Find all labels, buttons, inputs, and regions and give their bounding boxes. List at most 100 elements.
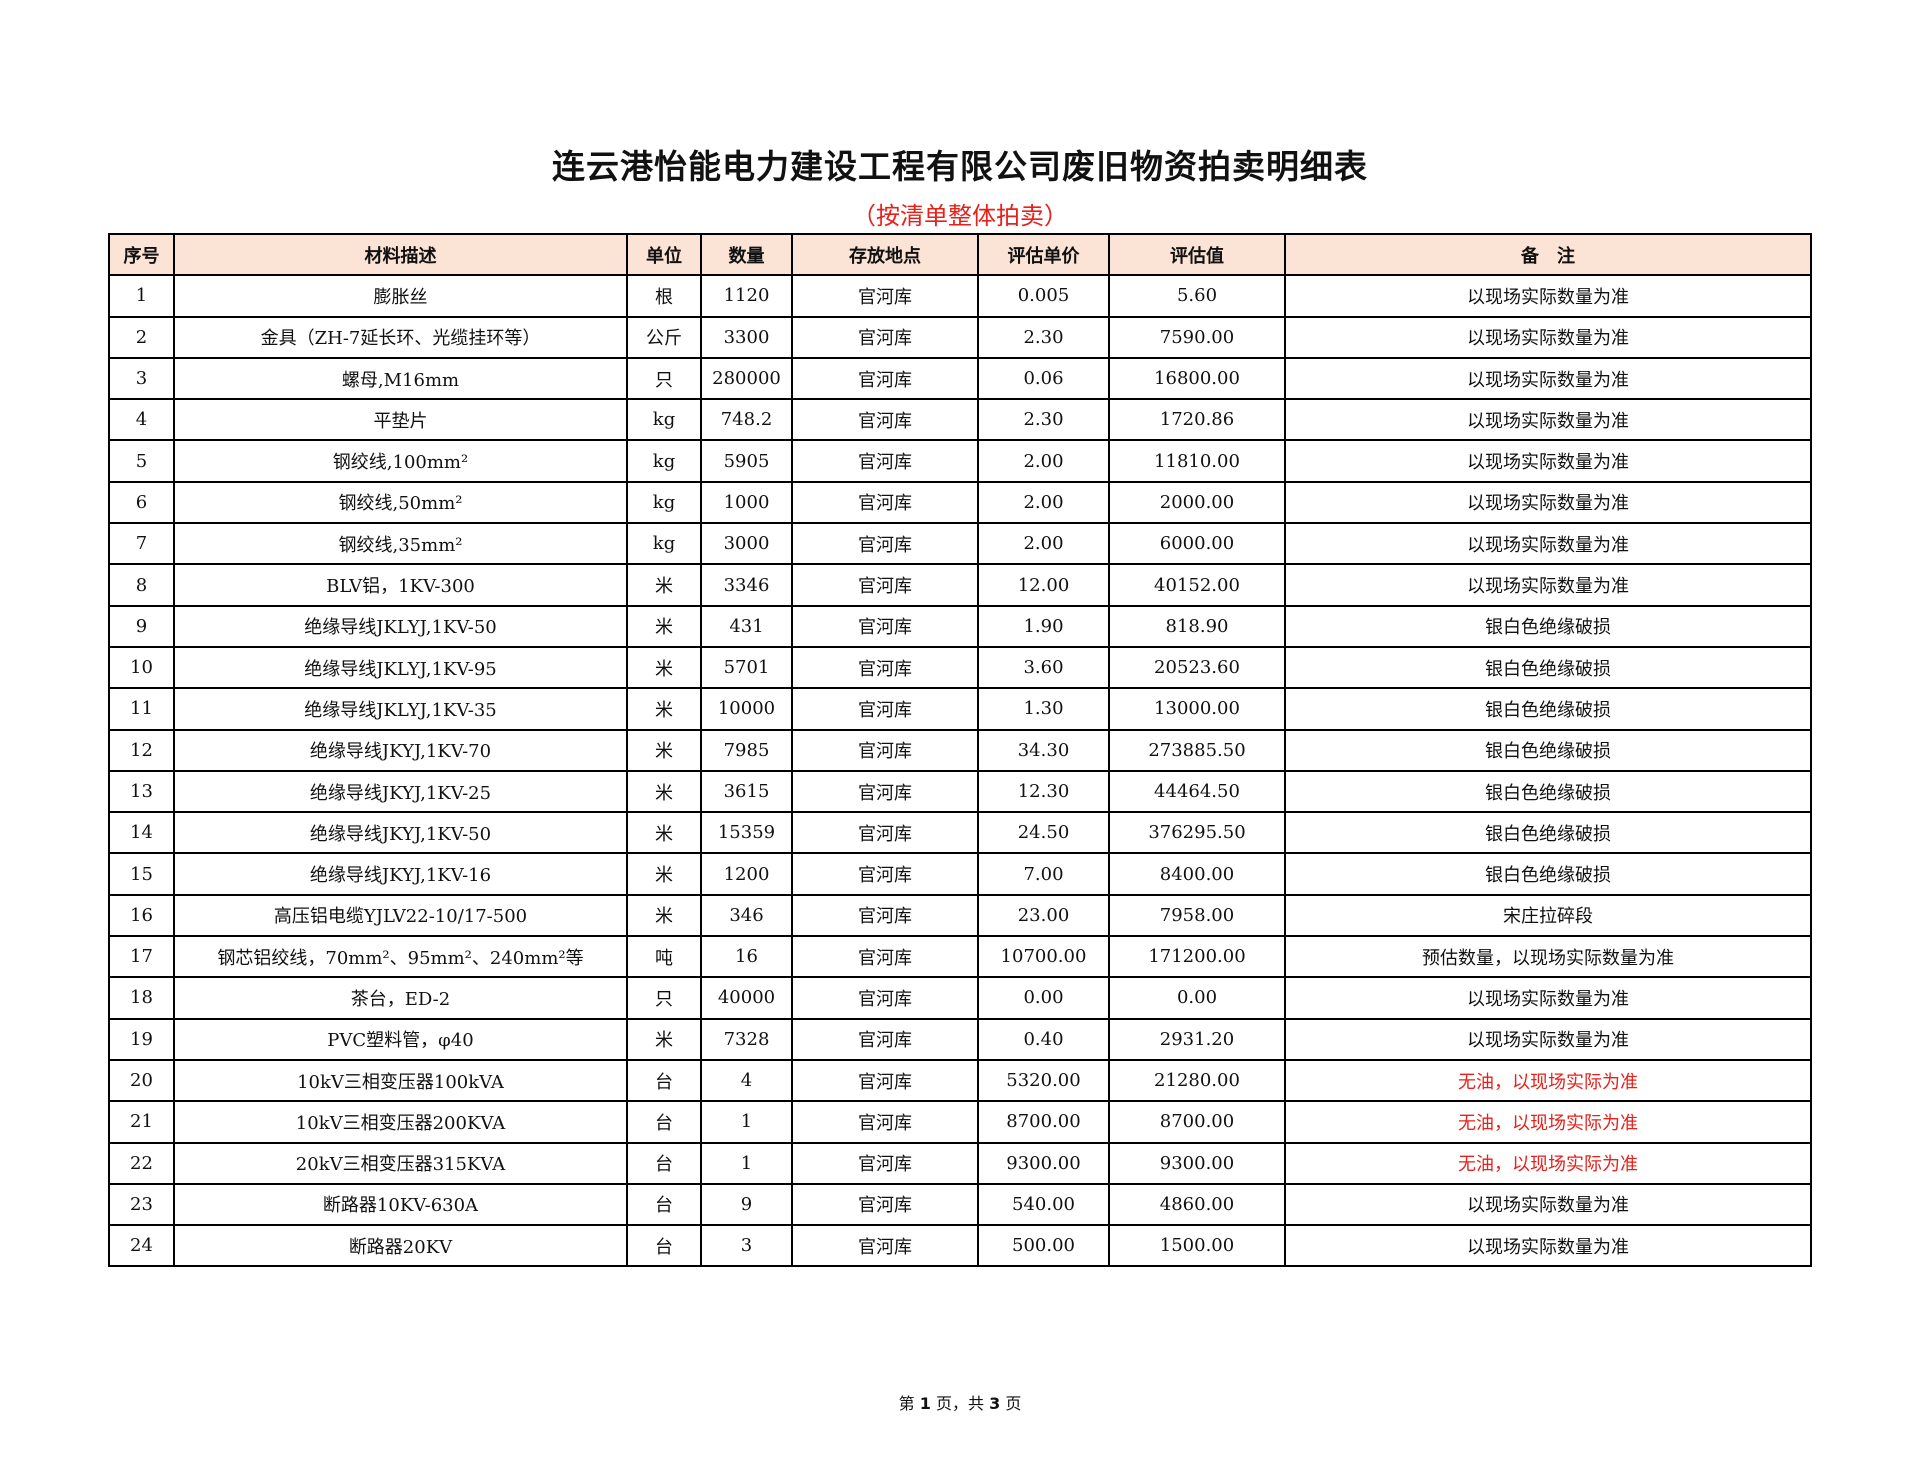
cell-remarks: 银白色绝缘破损 [1284, 852, 1812, 896]
cell-remarks: 以现场实际数量为准 [1284, 315, 1812, 359]
cell-description: 绝缘导线JKLYJ,1KV-50 [173, 604, 628, 648]
cell-index: 3 [108, 356, 175, 401]
col-header-unit-price: 评估单价 [977, 232, 1110, 277]
cell-location: 官河库 [791, 439, 979, 483]
cell-remarks: 无油，以现场实际为准 [1284, 1100, 1812, 1144]
cell-index: 17 [108, 935, 175, 979]
cell-unit: 只 [626, 356, 702, 401]
cell-unit: 公斤 [626, 315, 702, 359]
cell-quantity: 431 [700, 604, 793, 648]
cell-location: 官河库 [791, 315, 979, 359]
cell-location: 官河库 [791, 687, 979, 731]
cell-description: 10kV三相变压器100kVA [173, 1058, 628, 1103]
cell-index: 24 [108, 1224, 175, 1268]
cell-unit-price: 24.50 [977, 811, 1110, 855]
cell-index: 16 [108, 893, 175, 938]
cell-quantity: 1000 [700, 480, 793, 525]
cell-unit: 米 [626, 811, 702, 855]
page-title: 连云港怡能电力建设工程有限公司废旧物资拍卖明细表 [552, 147, 1368, 186]
cell-index: 11 [108, 687, 175, 731]
table-row: 22 20kV三相变压器315KVA 台 1 官河库 9300.00 9300.00 无油，以… [108, 1141, 1812, 1185]
cell-unit-price: 2.30 [977, 398, 1110, 442]
cell-remarks: 银白色绝缘破损 [1284, 645, 1812, 690]
cell-description: 膨胀丝 [173, 274, 628, 318]
cell-value: 171200.00 [1108, 935, 1286, 979]
cell-quantity: 3300 [700, 315, 793, 359]
cell-location: 官河库 [791, 645, 979, 690]
page-subtitle: （按清单整体拍卖） [852, 202, 1068, 230]
cell-quantity: 15359 [700, 811, 793, 855]
cell-unit: 米 [626, 687, 702, 731]
col-header-remarks: 备 注 [1284, 232, 1812, 277]
cell-unit-price: 10700.00 [977, 935, 1110, 979]
cell-quantity: 1 [700, 1141, 793, 1185]
cell-remarks: 无油，以现场实际为准 [1284, 1141, 1812, 1185]
cell-index: 20 [108, 1058, 175, 1103]
cell-value: 11810.00 [1108, 439, 1286, 483]
cell-value: 44464.50 [1108, 769, 1286, 814]
cell-index: 19 [108, 1017, 175, 1061]
cell-description: 高压铝电缆YJLV22-10/17-500 [173, 893, 628, 938]
table-row: 6 钢绞线,50mm² kg 1000 官河库 2.00 2000.00 以现场实际数量为准 [108, 480, 1812, 525]
table-row: 23 断路器10KV-630A 台 9 官河库 540.00 4860.00 以现场实际数量为… [108, 1182, 1812, 1227]
cell-index: 5 [108, 439, 175, 483]
cell-value: 1720.86 [1108, 398, 1286, 442]
cell-unit-price: 0.005 [977, 274, 1110, 318]
cell-unit: 吨 [626, 935, 702, 979]
cell-index: 14 [108, 811, 175, 855]
cell-value: 6000.00 [1108, 522, 1286, 566]
cell-quantity: 1 [700, 1100, 793, 1144]
cell-index: 4 [108, 398, 175, 442]
cell-value: 0.00 [1108, 976, 1286, 1020]
cell-location: 官河库 [791, 935, 979, 979]
cell-location: 官河库 [791, 1182, 979, 1227]
table-row: 3 螺母,M16mm 只 280000 官河库 0.06 16800.00 以现场实际数量为准 [108, 356, 1812, 401]
cell-value: 20523.60 [1108, 645, 1286, 690]
cell-location: 官河库 [791, 356, 979, 401]
cell-unit: 台 [626, 1058, 702, 1103]
cell-remarks: 以现场实际数量为准 [1284, 1182, 1812, 1227]
cell-value: 273885.50 [1108, 728, 1286, 772]
cell-value: 4860.00 [1108, 1182, 1286, 1227]
table-row: 4 平垫片 kg 748.2 官河库 2.30 1720.86 以现场实际数量为准 [108, 398, 1812, 442]
cell-unit: kg [626, 480, 702, 525]
cell-location: 官河库 [791, 1141, 979, 1185]
cell-unit: 米 [626, 604, 702, 648]
cell-location: 官河库 [791, 728, 979, 772]
cell-index: 23 [108, 1182, 175, 1227]
cell-unit: 米 [626, 645, 702, 690]
cell-location: 官河库 [791, 769, 979, 814]
col-header-value: 评估值 [1108, 232, 1286, 277]
cell-unit: kg [626, 439, 702, 483]
cell-unit-price: 2.00 [977, 522, 1110, 566]
total-pages: 3 [989, 1394, 1001, 1413]
cell-quantity: 10000 [700, 687, 793, 731]
cell-unit-price: 2.00 [977, 439, 1110, 483]
table-row: 9 绝缘导线JKLYJ,1KV-50 米 431 官河库 1.90 818.90 银白色绝缘破… [108, 604, 1812, 648]
cell-location: 官河库 [791, 976, 979, 1020]
table-row: 18 茶台，ED-2 只 40000 官河库 0.00 0.00 以现场实际数量为准 [108, 976, 1812, 1020]
cell-description: 钢芯铝绞线，70mm²、95mm²、240mm²等 [173, 935, 628, 979]
cell-description: BLV铝，1KV-300 [173, 563, 628, 607]
cell-unit-price: 2.30 [977, 315, 1110, 359]
cell-index: 7 [108, 522, 175, 566]
cell-value: 21280.00 [1108, 1058, 1286, 1103]
cell-quantity: 1120 [700, 274, 793, 318]
cell-quantity: 3615 [700, 769, 793, 814]
cell-unit: 台 [626, 1100, 702, 1144]
cell-index: 8 [108, 563, 175, 607]
table-row: 14 绝缘导线JKYJ,1KV-50 米 15359 官河库 24.50 376295.50… [108, 811, 1812, 855]
cell-quantity: 7985 [700, 728, 793, 772]
cell-remarks: 预估数量，以现场实际数量为准 [1284, 935, 1812, 979]
cell-remarks: 银白色绝缘破损 [1284, 811, 1812, 855]
cell-location: 官河库 [791, 811, 979, 855]
cell-description: 金具（ZH-7延长环、光缆挂环等） [173, 315, 628, 359]
cell-index: 9 [108, 604, 175, 648]
table-row: 5 钢绞线,100mm² kg 5905 官河库 2.00 11810.00 以现场实际数量为… [108, 439, 1812, 483]
footer-suffix: 页 [1000, 1394, 1022, 1413]
cell-index: 1 [108, 274, 175, 318]
cell-unit: 米 [626, 852, 702, 896]
cell-description: 断路器10KV-630A [173, 1182, 628, 1227]
table-row: 16 高压铝电缆YJLV22-10/17-500 米 346 官河库 23.00 7958.… [108, 893, 1812, 938]
table-row: 10 绝缘导线JKLYJ,1KV-95 米 5701 官河库 3.60 20523.60 银白… [108, 645, 1812, 690]
